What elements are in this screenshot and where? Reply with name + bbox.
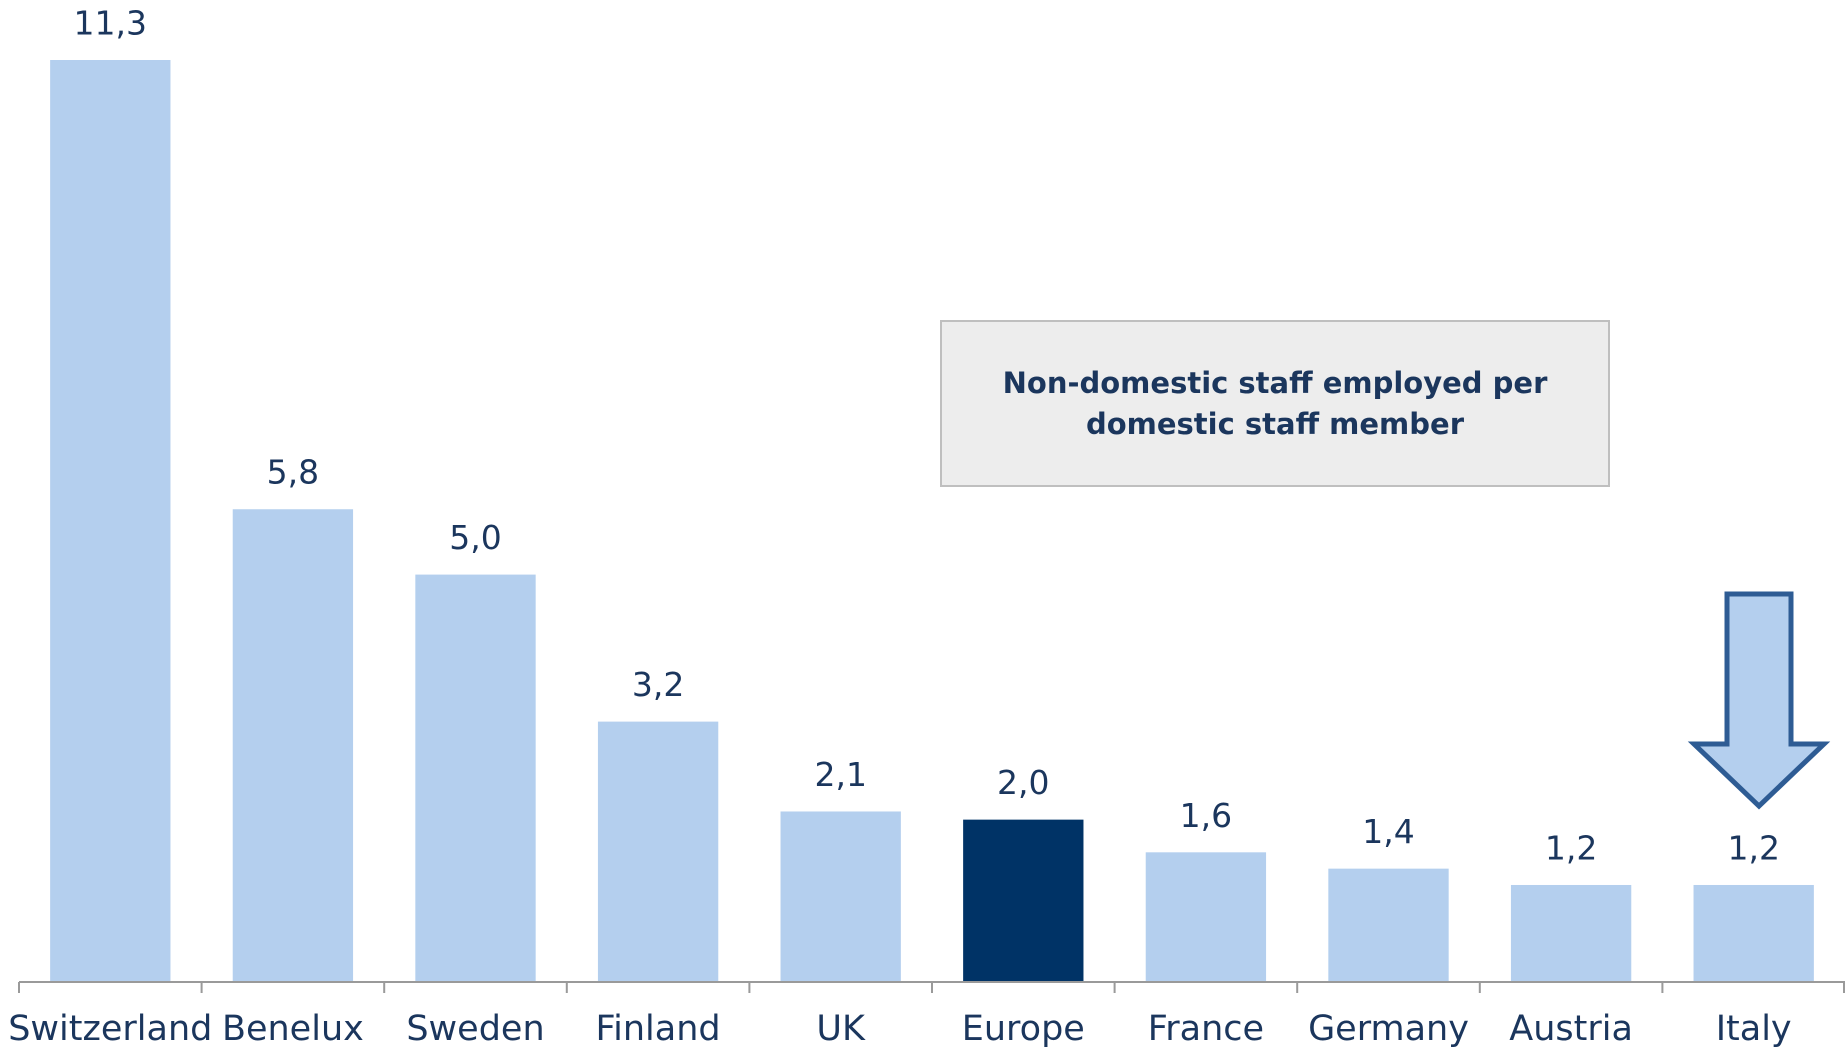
bar — [1326, 866, 1451, 983]
annotation-box — [940, 320, 1610, 487]
annotation-line: domestic staff member — [1086, 407, 1465, 441]
value-label: 11,3 — [74, 4, 147, 43]
x-tick-label: Germany — [1308, 1009, 1469, 1049]
value-label: 5,0 — [449, 518, 501, 557]
bar — [413, 572, 538, 983]
plot-area: 11,3 Switzerland 5,8 Benelux 5,0 Sweden 3,2 Fin… — [8, 4, 1845, 1049]
value-label: 1,4 — [1362, 812, 1414, 851]
value-label: 1,2 — [1545, 828, 1597, 867]
bar — [595, 719, 721, 983]
bar — [778, 809, 903, 984]
value-label: 5,8 — [267, 453, 319, 492]
bar — [961, 817, 1086, 983]
value-label: 3,2 — [632, 665, 684, 704]
x-tick-label: Austria — [1509, 1009, 1633, 1049]
value-label: 1,6 — [1180, 796, 1232, 835]
bar — [48, 58, 173, 983]
value-label: 2,1 — [814, 755, 866, 794]
value-label: 1,2 — [1727, 828, 1779, 867]
x-tick-label: Sweden — [406, 1009, 544, 1049]
annotation-line: Non-domestic staff employed per — [1003, 366, 1548, 400]
bar — [1508, 882, 1634, 983]
x-tick-label: Europe — [962, 1009, 1085, 1049]
bar — [230, 507, 356, 983]
bar — [1143, 850, 1269, 984]
x-tick-label: France — [1148, 1009, 1264, 1049]
x-tick-label: Finland — [596, 1009, 721, 1049]
x-tick-label: UK — [816, 1009, 866, 1049]
bar — [1691, 882, 1816, 983]
x-tick-label: Benelux — [222, 1009, 364, 1049]
x-tick-label: Switzerland — [8, 1009, 212, 1049]
highlight-arrow — [1687, 591, 1831, 810]
value-label: 2,0 — [997, 763, 1049, 802]
x-tick-label: Italy — [1716, 1009, 1792, 1049]
